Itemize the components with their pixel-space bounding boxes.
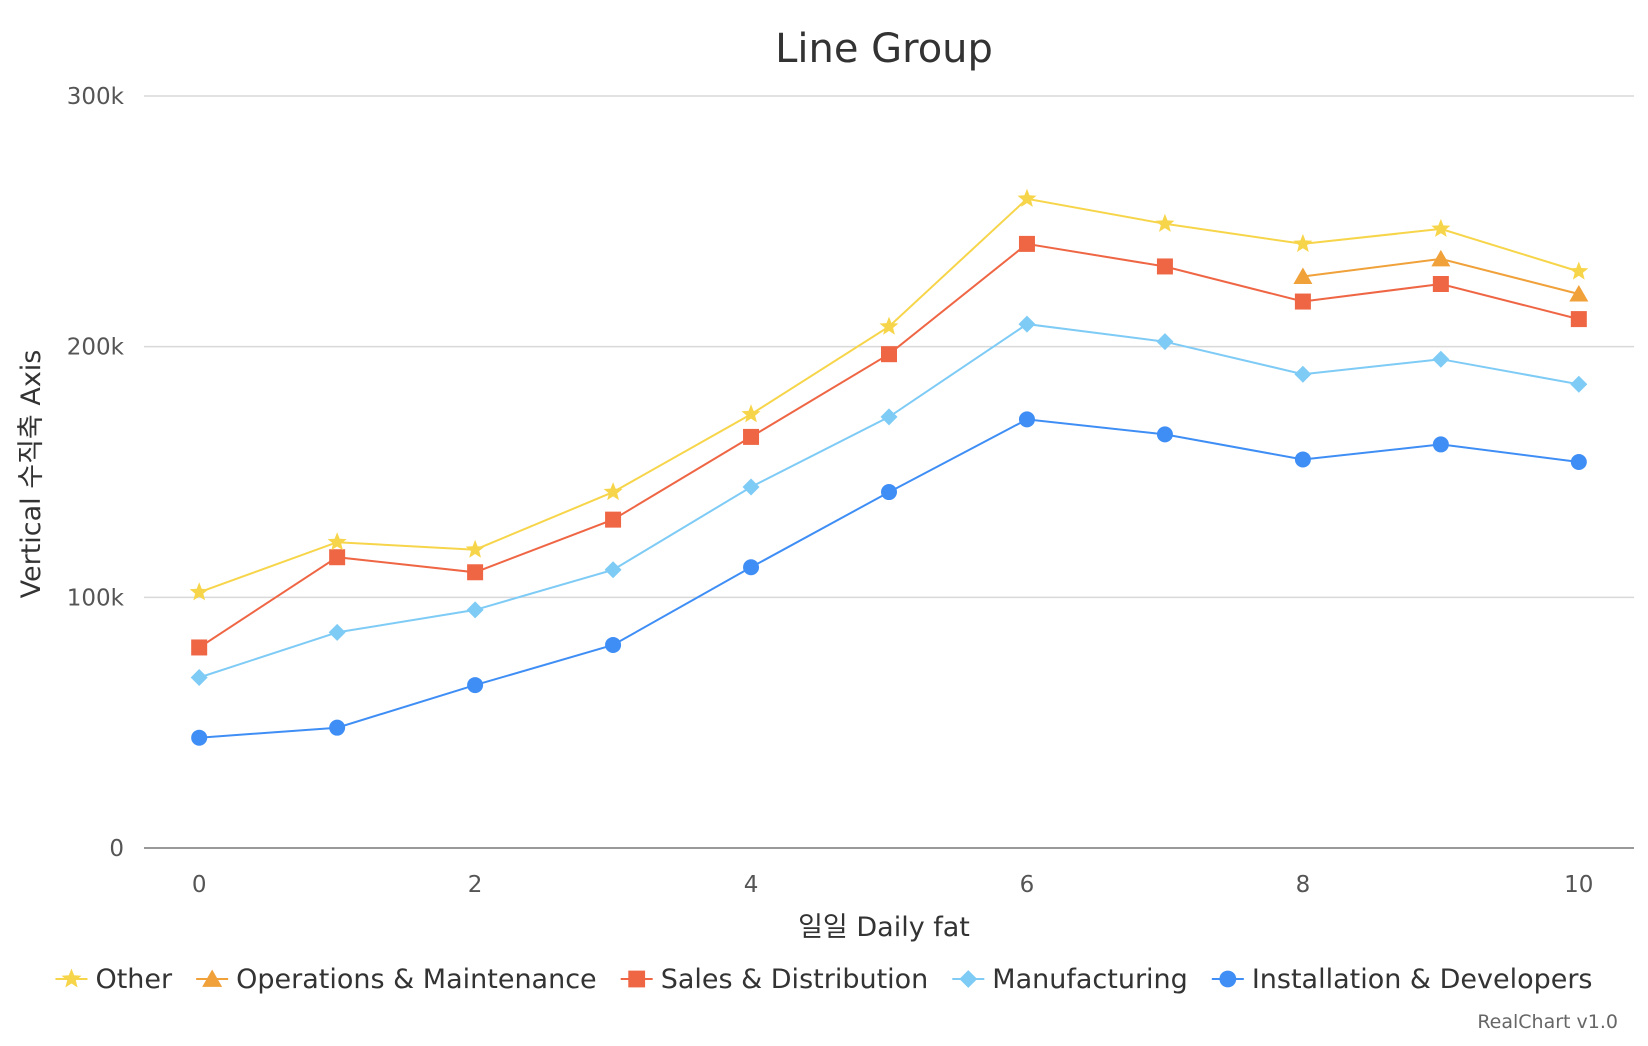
series-line [199,418,1579,739]
data-point [466,601,484,619]
data-point [742,478,760,496]
data-point [1017,188,1037,207]
legend-marker-star-icon [61,968,82,988]
series-line [198,242,1580,649]
data-point [1570,453,1587,470]
data-point [1018,411,1035,428]
data-point [1156,333,1174,351]
series-operations-maintenance [1293,249,1589,302]
data-point [1569,261,1589,280]
series-other [189,188,1589,601]
data-point [1431,249,1451,267]
legend-label: Manufacturing [992,964,1188,995]
data-point [881,484,897,501]
data-point [191,729,208,746]
legend: Other Operations & Maintenance Sales & Dis… [55,964,1593,995]
y-tick-label: 300k [67,84,125,110]
data-point [1293,233,1313,252]
data-point [329,719,346,736]
x-tick-label: 4 [744,872,759,898]
data-point [1293,267,1313,284]
x-tick-label: 6 [1020,872,1035,898]
data-point [1570,375,1588,393]
data-point [329,549,346,566]
y-tick-label: 0 [109,836,124,862]
data-point [1431,218,1451,237]
series-line [198,197,1580,594]
data-point [1432,436,1449,453]
legend-marker-diamond-icon [959,970,978,988]
legend-marker-triangle-icon [202,969,223,987]
data-point [1432,350,1450,368]
data-point [1294,451,1311,468]
data-point [605,636,622,653]
series-manufacturing [190,315,1588,687]
x-tick-label: 8 [1296,872,1311,898]
data-point [743,428,760,445]
legend-label: Installation & Developers [1252,964,1593,995]
legend-item[interactable]: Other [55,964,173,995]
grid-lines [144,95,1634,849]
data-point [467,677,484,694]
legend-label: Operations & Maintenance [236,964,597,995]
data-point [1294,293,1311,310]
data-point [1570,311,1587,328]
data-point [1294,365,1312,383]
legend-item[interactable]: Installation & Developers [1211,964,1593,995]
legend-item[interactable]: Manufacturing [952,964,1188,995]
legend-label: Sales & Distribution [661,964,929,995]
y-axis-ticks: 0 100k 200k 300k [67,84,125,862]
data-point [605,511,622,528]
legend-item[interactable]: Sales & Distribution [620,964,929,995]
data-point [603,482,623,501]
x-axis-title: 일일 Daily fat [798,912,970,943]
x-tick-label: 2 [468,872,483,898]
series-layer [189,188,1589,746]
data-point [1569,285,1589,302]
legend-label: Other [95,964,173,995]
chart-title: Line Group [775,26,993,72]
data-point [1155,213,1175,232]
data-point [741,404,761,423]
x-tick-label: 10 [1564,872,1593,898]
data-point [1432,276,1449,292]
data-point [328,623,346,641]
legend-marker-square-icon [628,970,646,988]
credit-label: RealChart v1.0 [1477,1011,1618,1033]
x-axis-ticks: 0 2 4 6 8 10 [192,872,1594,898]
series-sales-distribution [191,235,1587,656]
legend-marker-circle-icon [1219,970,1237,988]
data-point [327,532,347,551]
data-point [467,564,484,581]
y-tick-label: 200k [67,335,125,361]
legend-item[interactable]: Operations & Maintenance [196,964,597,995]
data-point [743,559,760,576]
data-point [1018,315,1036,333]
x-tick-label: 0 [192,872,207,898]
data-point [1156,258,1173,275]
data-point [881,346,897,363]
data-point [1156,426,1173,443]
data-point [879,316,899,335]
data-point [604,561,622,579]
series-line [198,323,1579,679]
data-point [189,582,209,601]
y-axis-title: Vertical 수직축 Axis [16,350,47,599]
data-point [190,669,208,687]
data-point [191,639,208,656]
data-point [1018,235,1035,252]
series-installation-developers [191,411,1587,746]
data-point [465,539,485,558]
data-point [880,408,898,426]
y-tick-label: 100k [67,585,125,611]
